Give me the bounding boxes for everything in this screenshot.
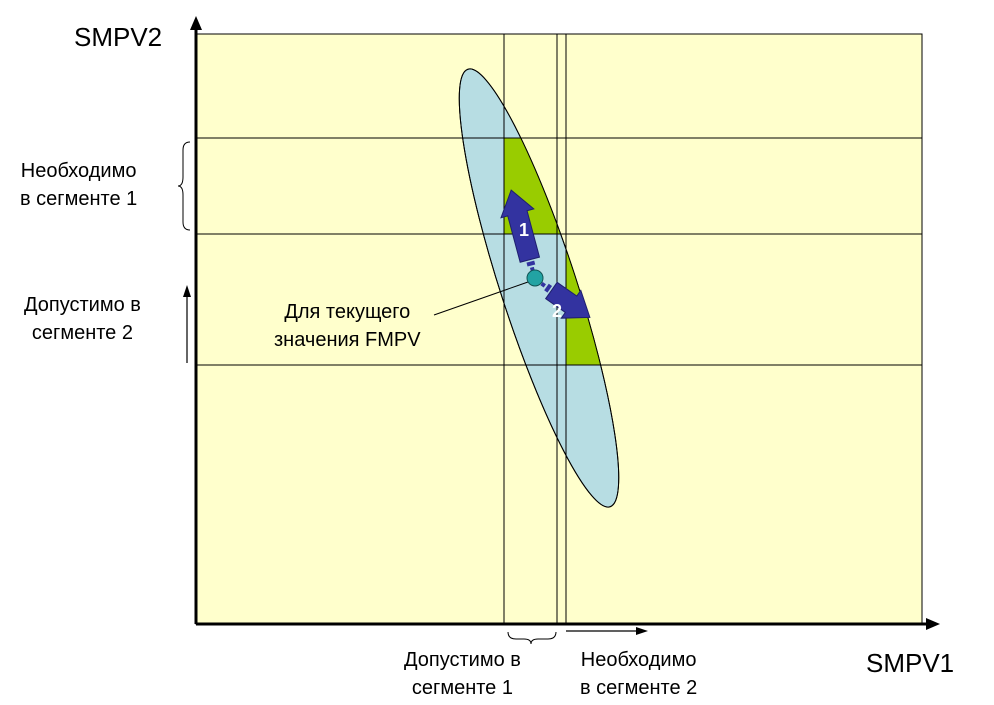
y-axis-label: SMPV2 xyxy=(74,22,163,52)
label-required-seg1-y-line1: Необходимо xyxy=(20,160,137,182)
label-allowed-seg1-x-line2: сегменте 1 xyxy=(411,677,513,699)
current-point-marker xyxy=(526,269,544,287)
label-allowed-seg2-y-line2: сегменте 2 xyxy=(31,322,133,344)
label-required-seg1-y: Необходимо в сегменте 1 xyxy=(20,157,137,213)
label-current-point: Для текущего значения FMPV xyxy=(274,298,421,354)
label-current-point-line1: Для текущего xyxy=(284,301,411,323)
label-required-seg1-y-line2: в сегменте 1 xyxy=(20,188,138,210)
label-required-seg2-x: Необходимо в сегменте 2 xyxy=(580,646,697,702)
x-axis-arrowhead xyxy=(926,618,940,630)
arrow-2-label: 2 xyxy=(552,301,562,321)
y-axis-arrowhead xyxy=(190,16,202,30)
arrow-1-label: 1 xyxy=(519,220,529,240)
label-required-seg2-x-line1: Необходимо xyxy=(580,649,697,671)
brace-required-seg1-y xyxy=(177,141,191,231)
label-required-seg2-x-line2: в сегменте 2 xyxy=(580,677,698,699)
brace-allowed-seg1-x xyxy=(507,631,557,645)
label-allowed-seg2-y: Допустимо в сегменте 2 xyxy=(24,291,141,347)
label-current-point-line2: значения FMPV xyxy=(274,329,421,351)
label-allowed-seg1-x-line1: Допустимо в xyxy=(404,649,521,671)
direction-arrow-2 xyxy=(540,281,591,319)
label-allowed-seg1-x: Допустимо в сегменте 1 xyxy=(404,646,521,702)
current-point-leader xyxy=(433,281,529,316)
x-axis-label: SMPV1 xyxy=(866,648,955,678)
label-allowed-seg2-y-line1: Допустимо в xyxy=(24,294,141,316)
